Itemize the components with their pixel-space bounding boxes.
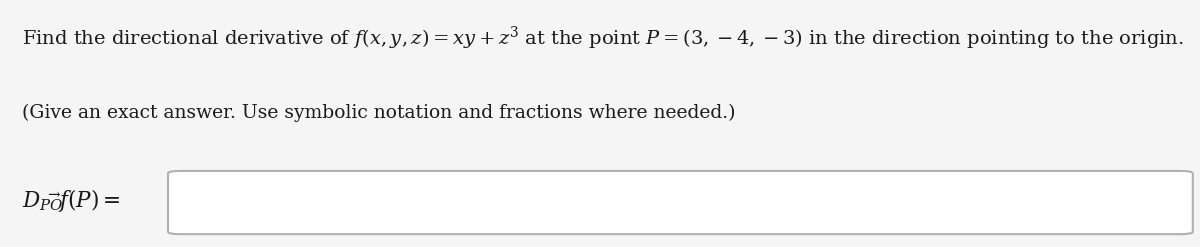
Text: (Give an exact answer. Use symbolic notation and fractions where needed.): (Give an exact answer. Use symbolic nota…: [22, 104, 736, 122]
FancyBboxPatch shape: [168, 171, 1193, 234]
Text: Find the directional derivative of $f(x, y, z) = xy + z^3$ at the point $P = (3,: Find the directional derivative of $f(x,…: [22, 25, 1183, 52]
Text: $D_{\overrightarrow{PO}}\!f(P) =$: $D_{\overrightarrow{PO}}\!f(P) =$: [22, 186, 120, 214]
